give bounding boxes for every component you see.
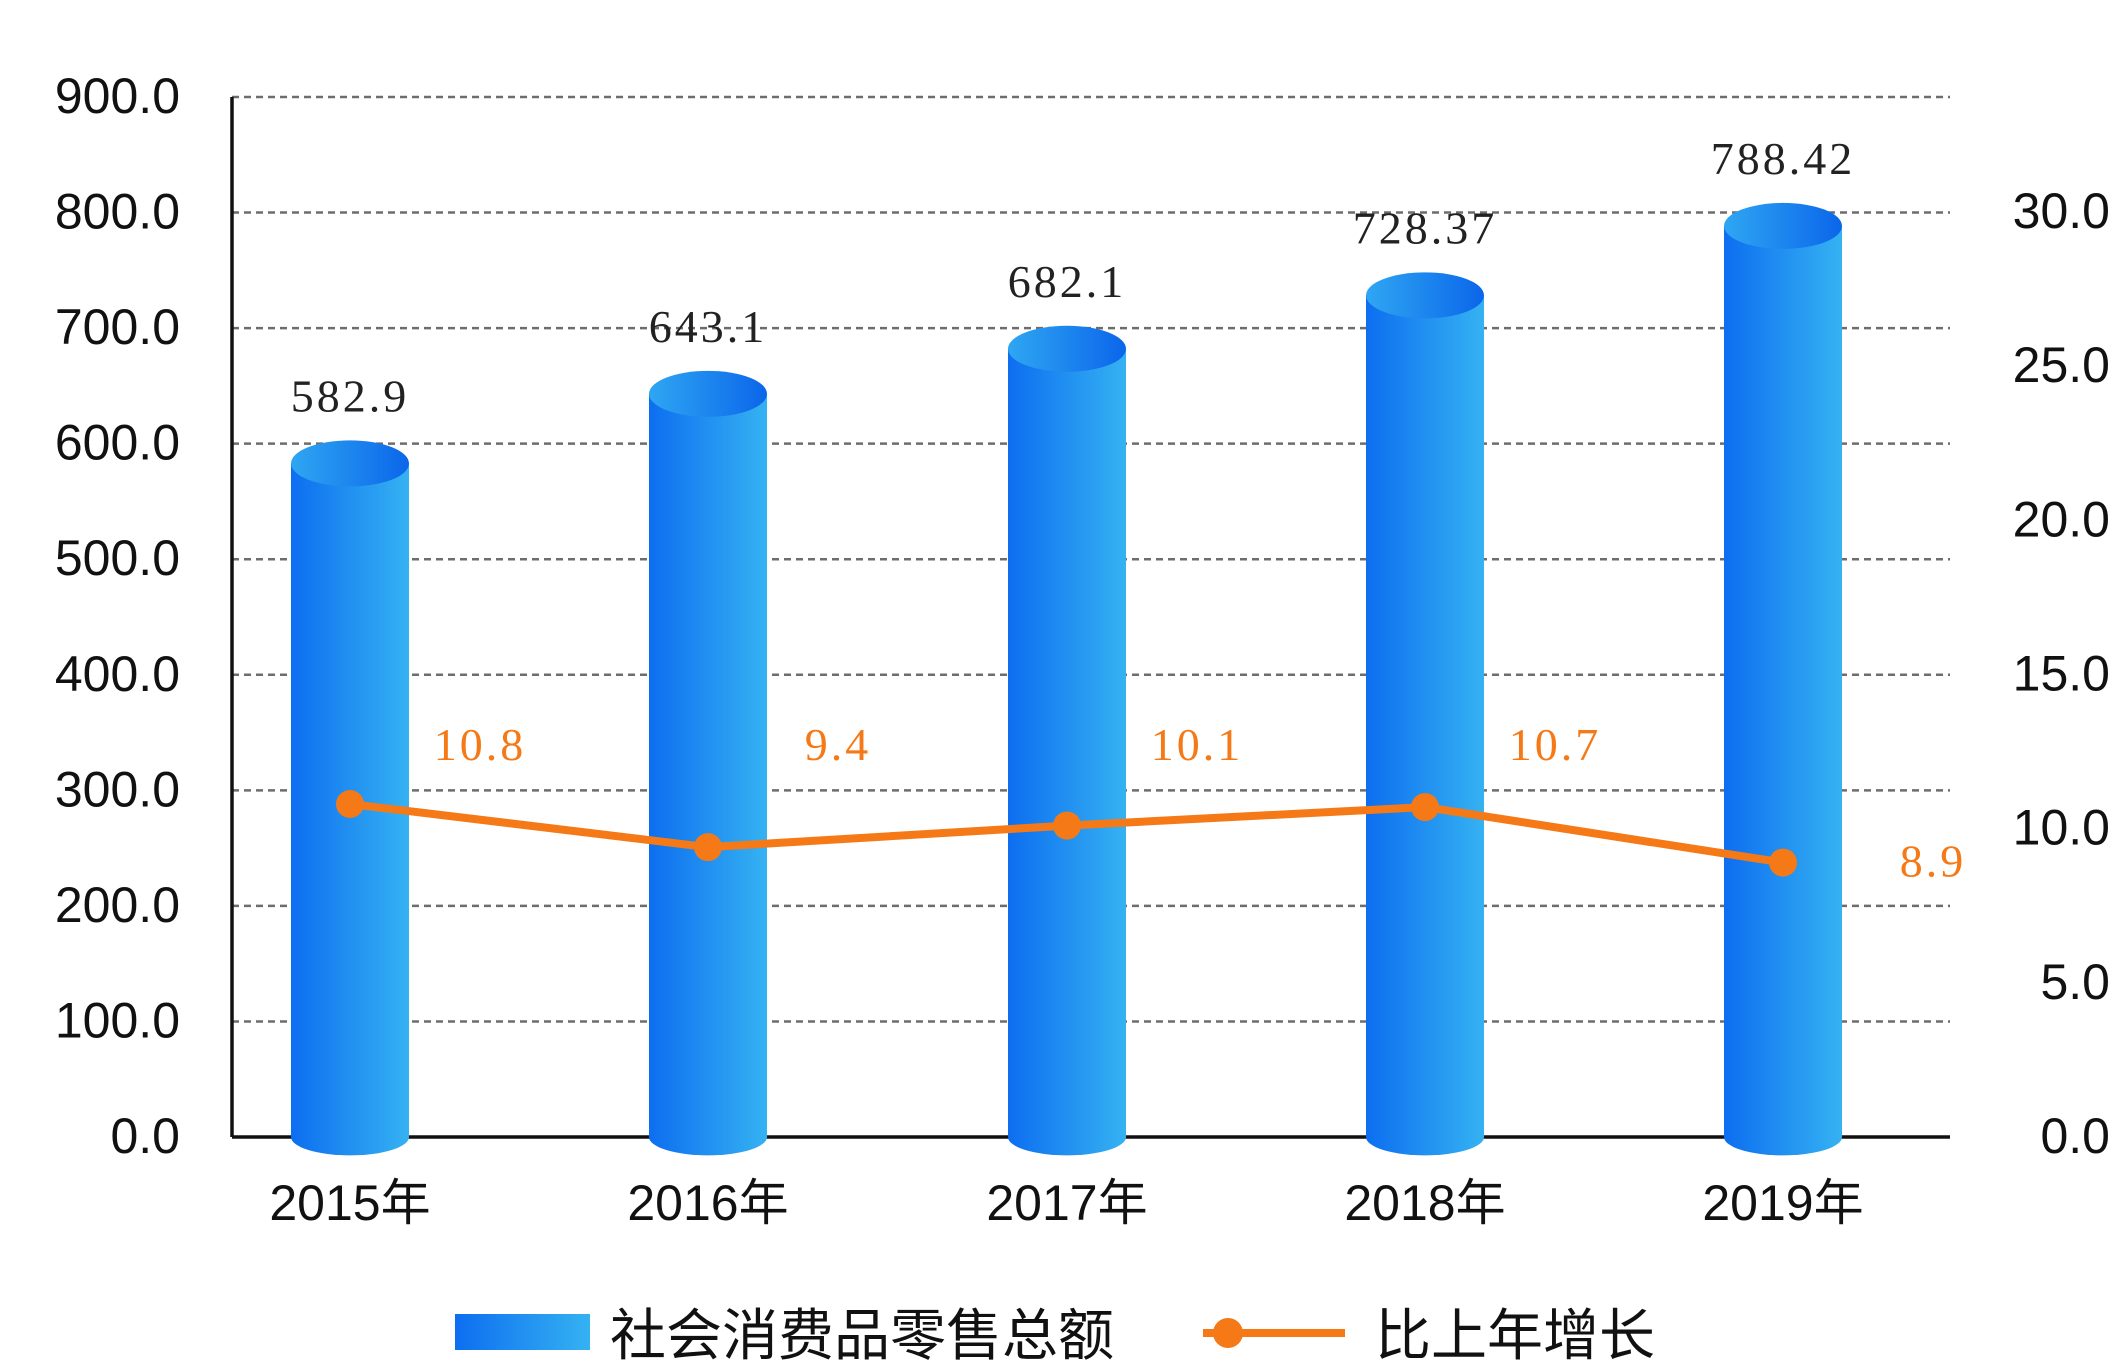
line-value-label: 10.8 <box>434 719 527 770</box>
bar-cap <box>1008 325 1126 372</box>
y-right-tick-label: 25.0 <box>2013 337 2110 393</box>
y-left-tick-label: 500.0 <box>55 530 180 586</box>
y-right-tick-label: 15.0 <box>2013 646 2110 702</box>
line-value-label: 9.4 <box>805 719 872 770</box>
y-left-tick-label: 400.0 <box>55 646 180 702</box>
y-right-tick-label: 5.0 <box>2040 954 2110 1010</box>
bar-base <box>649 1118 767 1156</box>
line-point <box>1053 811 1081 840</box>
line-point <box>336 790 364 818</box>
x-tick-label: 2016年 <box>627 1175 788 1231</box>
data-labels: 582.9 643.1 682.1 728.37 788.42 10.8 9.4 10.1 10… <box>291 133 1967 887</box>
bar-base <box>291 1118 409 1156</box>
y-right-tick-label: 0.0 <box>2040 1108 2110 1164</box>
y-left-tick-label: 600.0 <box>55 415 180 471</box>
line-point <box>694 833 722 862</box>
bar-cap <box>1366 272 1484 319</box>
bar <box>1366 272 1484 1156</box>
bar-value-label: 643.1 <box>649 301 768 352</box>
y-left-tick-label: 0.0 <box>110 1108 180 1164</box>
x-tick-label: 2017年 <box>986 1175 1147 1231</box>
bar-cap <box>291 440 409 487</box>
line-point <box>1411 793 1439 822</box>
y-left-tick-label: 100.0 <box>55 992 180 1048</box>
y-left-tick-label: 800.0 <box>55 184 180 240</box>
bar-value-label: 728.37 <box>1353 202 1498 253</box>
line-value-label: 8.9 <box>1900 836 1967 887</box>
bar-base <box>1724 1118 1842 1156</box>
y-right-tick-label: 10.0 <box>2013 800 2110 856</box>
legend-bar-label: 社会消费品零售总额 <box>610 1304 1114 1362</box>
bar-base <box>1008 1118 1126 1156</box>
legend: 社会消费品零售总额 比上年增长 <box>455 1304 1655 1362</box>
legend-bar-swatch <box>455 1314 590 1350</box>
axes: 0.0 100.0 200.0 300.0 400.0 500.0 600.0 700.0 80… <box>55 68 2110 1231</box>
y-right-tick-label: 30.0 <box>2013 183 2110 239</box>
line-value-label: 10.7 <box>1509 719 1602 770</box>
legend-line-label: 比上年增长 <box>1375 1304 1655 1362</box>
y-left-tick-label: 300.0 <box>55 761 180 817</box>
y-right-tick-label: 20.0 <box>2013 491 2110 547</box>
bar-value-label: 682.1 <box>1008 256 1127 307</box>
legend-line-marker <box>1213 1318 1243 1348</box>
y-left-tick-label: 200.0 <box>55 877 180 933</box>
bar <box>1008 325 1126 1156</box>
y-left-tick-label: 900.0 <box>55 68 180 124</box>
bar-base <box>1366 1118 1484 1156</box>
bar-body <box>649 393 767 1138</box>
bar <box>649 370 767 1156</box>
bar <box>1724 202 1842 1156</box>
bar-series <box>291 202 1842 1156</box>
x-tick-label: 2018年 <box>1344 1175 1505 1231</box>
bar-body <box>1366 295 1484 1137</box>
bar-body <box>1724 225 1842 1137</box>
y-left-tick-label: 700.0 <box>55 299 180 355</box>
x-tick-label: 2015年 <box>269 1175 430 1231</box>
bar-body <box>1008 348 1126 1138</box>
x-tick-label: 2019年 <box>1702 1175 1863 1231</box>
line-series <box>336 790 1797 877</box>
line-value-label: 10.1 <box>1151 719 1244 770</box>
bar-cap <box>649 370 767 417</box>
bar-cap <box>1724 202 1842 249</box>
bar-value-label: 582.9 <box>291 370 410 421</box>
line-point <box>1769 848 1797 877</box>
bar-value-label: 788.42 <box>1711 133 1856 184</box>
